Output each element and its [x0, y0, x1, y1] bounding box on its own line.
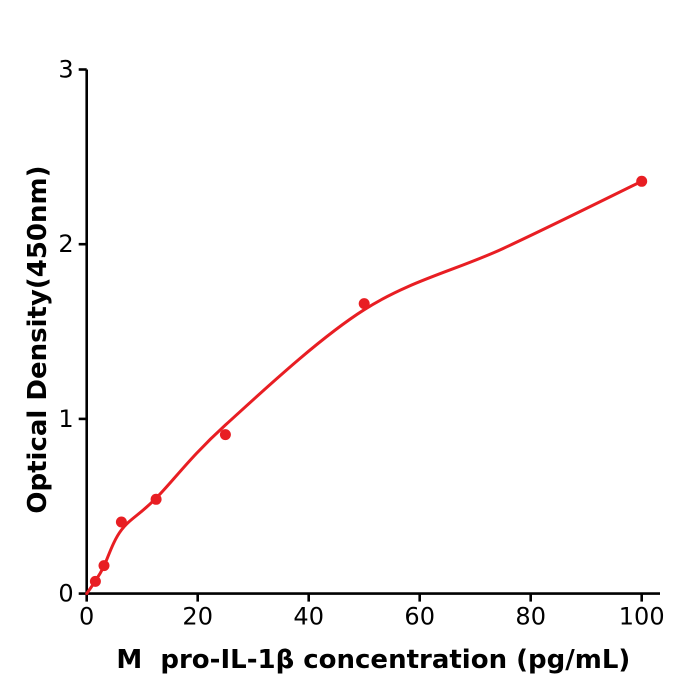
y-axis-title: Optical Density(450nm) [23, 165, 53, 513]
x-tick-label: 60 [404, 603, 435, 631]
x-tick-label: 80 [515, 603, 546, 631]
data-point [636, 175, 648, 187]
y-tick-label: 2 [58, 230, 73, 258]
x-tick-label: 100 [619, 603, 665, 631]
data-point [358, 298, 370, 310]
x-tick-label: 40 [293, 603, 324, 631]
data-point [98, 560, 110, 572]
x-tick-label: 0 [79, 603, 94, 631]
data-point [115, 516, 127, 528]
y-tick-label: 1 [58, 405, 73, 433]
x-axis-title: M pro-IL-1β concentration (pg/mL) [116, 645, 630, 675]
data-point [150, 493, 162, 505]
x-tick-label: 20 [182, 603, 213, 631]
fit-curve [85, 179, 644, 596]
y-tick-label: 0 [58, 580, 73, 608]
data-point [219, 429, 231, 441]
data-point [89, 575, 101, 587]
y-tick-label: 3 [58, 56, 73, 84]
